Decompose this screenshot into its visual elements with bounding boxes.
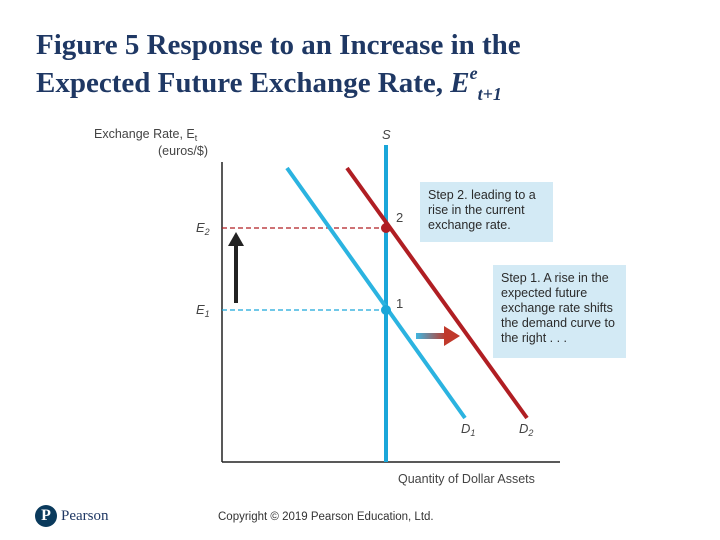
demand-curve-d2 <box>345 166 529 420</box>
title-symbol: E <box>450 67 470 99</box>
slide-title: Figure 5 Response to an Increase in the … <box>36 26 696 104</box>
equilibrium-point-2 <box>381 223 391 233</box>
y-axis-label: Exchange Rate, Et <box>94 127 198 143</box>
supply-label: S <box>382 127 391 142</box>
title-line-2: Expected Future Exchange Rate, Eet+1 <box>36 63 696 104</box>
title-line-1: Figure 5 Response to an Increase in the <box>36 29 521 61</box>
title-superscript: e <box>469 63 478 83</box>
step-1-note: Step 1. A rise in the expected future ex… <box>493 265 626 358</box>
y-axis-unit: (euros/$) <box>158 144 208 158</box>
shift-arrow-shaft <box>416 333 446 339</box>
equilibrium-point-1 <box>381 305 391 315</box>
step-2-note: Step 2. leading to a rise in the current… <box>420 182 553 242</box>
shift-arrow-head <box>444 326 460 346</box>
title-subscript: t+1 <box>477 84 502 104</box>
e2-label: E2 <box>196 220 210 237</box>
pearson-logo-icon: P <box>35 505 57 527</box>
pearson-logo: P Pearson <box>35 505 109 527</box>
point-2-label: 2 <box>396 210 403 225</box>
demand-curve-d1 <box>285 166 467 420</box>
title-line-2-prefix: Expected Future Exchange Rate, <box>36 67 451 99</box>
d1-label: D1 <box>461 421 475 438</box>
e1-label: E1 <box>196 302 210 319</box>
up-arrow-head <box>228 232 244 246</box>
d2-label: D2 <box>519 421 533 438</box>
point-1-label: 1 <box>396 296 403 311</box>
x-axis-label: Quantity of Dollar Assets <box>398 472 535 486</box>
copyright-notice: Copyright © 2019 Pearson Education, Ltd. <box>218 511 434 523</box>
pearson-logo-text: Pearson <box>61 507 109 524</box>
